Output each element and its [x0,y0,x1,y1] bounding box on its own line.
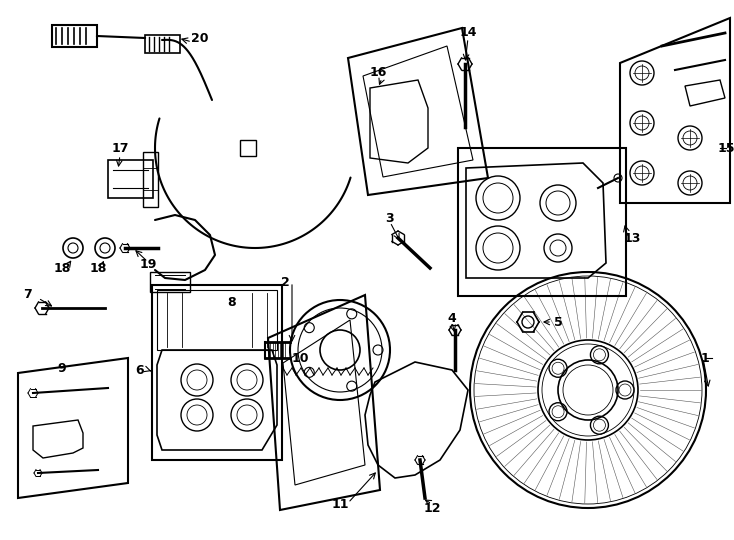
Bar [108,160,153,198]
Text: 11: 11 [331,498,349,511]
Bar [157,290,277,350]
Text: 8: 8 [228,295,236,308]
Bar [145,35,180,53]
Text: 4: 4 [448,312,457,325]
Text: 15: 15 [717,141,734,154]
Text: 17: 17 [112,141,128,154]
Text: 10: 10 [291,352,309,365]
Text: 14: 14 [459,25,477,38]
Text: 5: 5 [553,315,562,328]
Bar [143,152,158,207]
Text: 19: 19 [139,259,156,272]
Text: 2: 2 [280,275,289,288]
Text: 18: 18 [90,261,106,274]
Text: 18: 18 [54,261,70,274]
Bar [150,272,190,292]
Bar [52,25,97,47]
Text: 20: 20 [192,31,208,44]
Bar [240,140,256,156]
Text: 12: 12 [424,502,440,515]
Bar [152,285,282,460]
Text: 9: 9 [58,361,66,375]
Text: 6: 6 [136,363,145,376]
Bar [458,148,626,296]
Text: 13: 13 [623,232,641,245]
Text: 1: 1 [701,352,709,365]
Text: 7: 7 [23,288,32,301]
Text: 3: 3 [385,212,394,225]
Text: 16: 16 [369,65,387,78]
